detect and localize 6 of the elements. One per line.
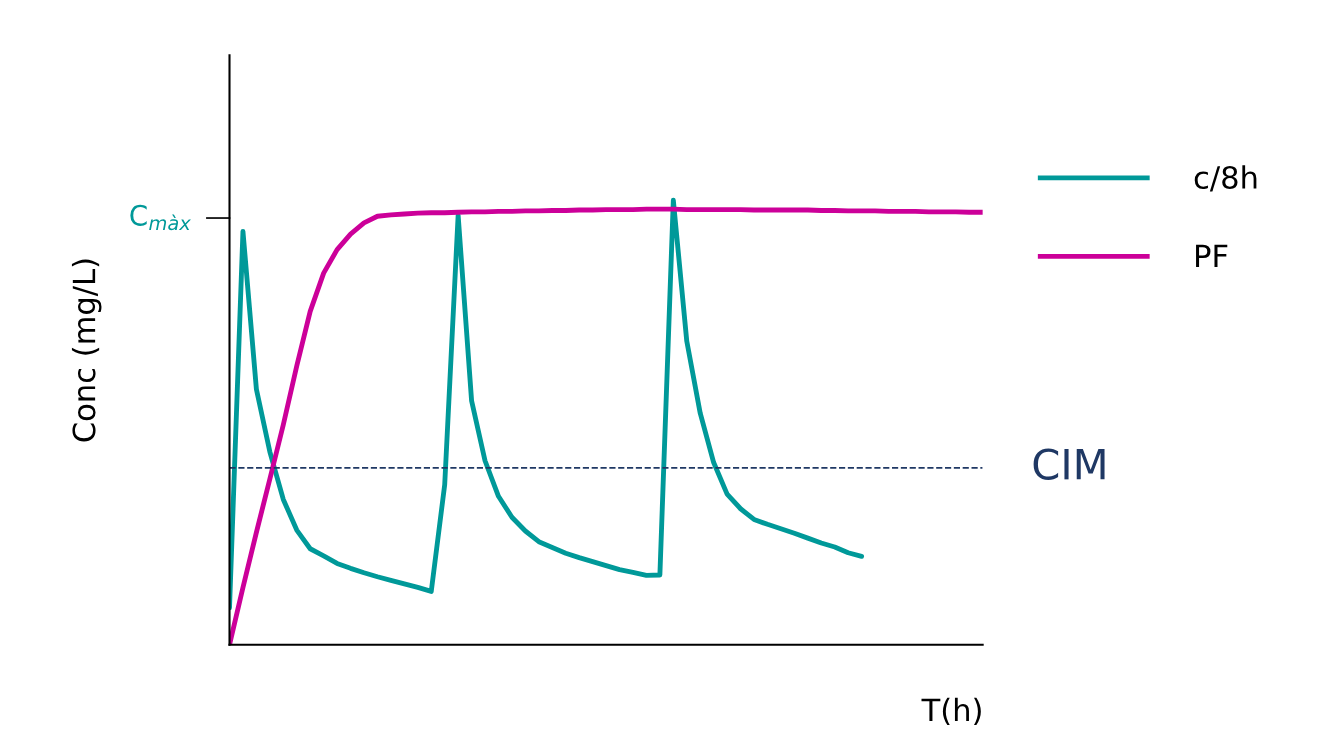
- y-axis-title: Conc (mg/L): [71, 259, 102, 442]
- x-axis-title: T(h): [921, 697, 981, 726]
- ref-line-label: CIM: [1033, 448, 1105, 480]
- legend-label: PF: [1196, 244, 1228, 268]
- text: C$_{màx}$: [130, 204, 191, 231]
- legend-label: c/8h: [1194, 165, 1257, 192]
